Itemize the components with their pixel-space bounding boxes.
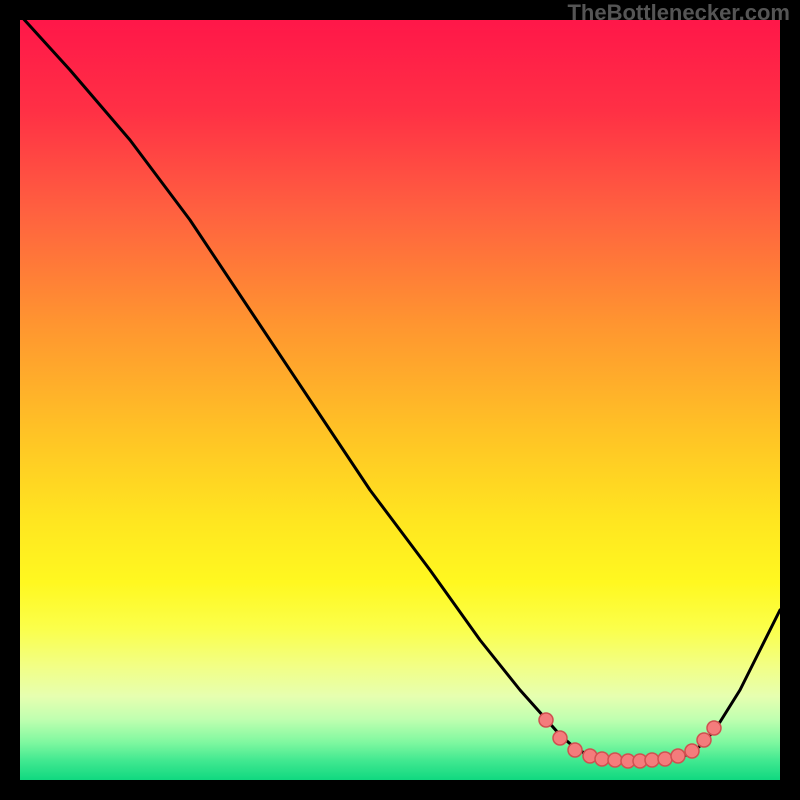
marker-point bbox=[608, 753, 622, 767]
marker-point bbox=[671, 749, 685, 763]
marker-point bbox=[658, 752, 672, 766]
chart-container: TheBottlenecker.com bbox=[0, 0, 800, 800]
watermark-text: TheBottlenecker.com bbox=[567, 0, 790, 26]
marker-point bbox=[595, 752, 609, 766]
marker-point bbox=[553, 731, 567, 745]
gradient-background bbox=[20, 20, 780, 780]
marker-point bbox=[697, 733, 711, 747]
marker-point bbox=[568, 743, 582, 757]
marker-point bbox=[645, 753, 659, 767]
marker-point bbox=[707, 721, 721, 735]
marker-point bbox=[685, 744, 699, 758]
plot-area bbox=[20, 20, 780, 780]
plot-svg bbox=[20, 20, 780, 780]
marker-point bbox=[539, 713, 553, 727]
